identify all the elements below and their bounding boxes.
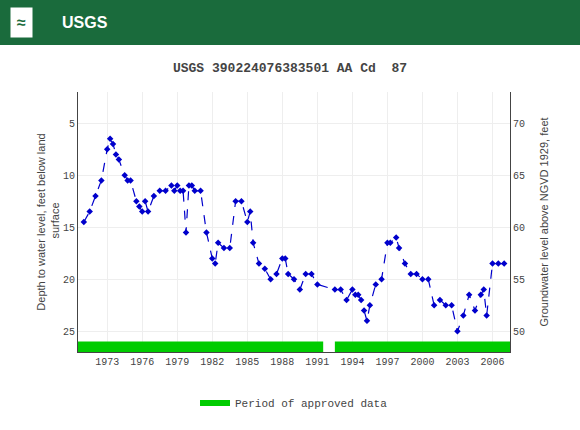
svg-text:1988: 1988 [270,357,294,368]
svg-text:15: 15 [63,223,75,234]
svg-text:Depth to water level, feet bel: Depth to water level, feet below land su… [35,133,61,310]
svg-text:Groundwater level above NGVD 1: Groundwater level above NGVD 1929, feet [538,117,550,326]
svg-text:1982: 1982 [200,357,224,368]
svg-text:65: 65 [513,171,525,182]
svg-text:1976: 1976 [130,357,154,368]
svg-text:1997: 1997 [375,357,399,368]
svg-text:5: 5 [69,119,75,130]
svg-text:1985: 1985 [235,357,259,368]
svg-text:20: 20 [63,275,75,286]
svg-text:25: 25 [63,327,75,338]
svg-text:USGS 390224076383501 AA Cd 87: USGS 390224076383501 AA Cd 87 [173,61,407,76]
svg-text:1991: 1991 [305,357,329,368]
svg-text:≈: ≈ [17,14,26,31]
svg-text:1973: 1973 [95,357,119,368]
svg-text:1994: 1994 [340,357,364,368]
svg-text:10: 10 [63,171,75,182]
svg-text:70: 70 [513,119,525,130]
svg-text:Period of approved data: Period of approved data [235,398,387,410]
svg-text:55: 55 [513,275,525,286]
svg-text:2000: 2000 [410,357,434,368]
svg-text:60: 60 [513,223,525,234]
svg-text:1979: 1979 [165,357,189,368]
svg-text:2003: 2003 [445,357,469,368]
svg-text:50: 50 [513,327,525,338]
svg-text:2006: 2006 [480,357,504,368]
svg-text:USGS: USGS [62,14,108,31]
